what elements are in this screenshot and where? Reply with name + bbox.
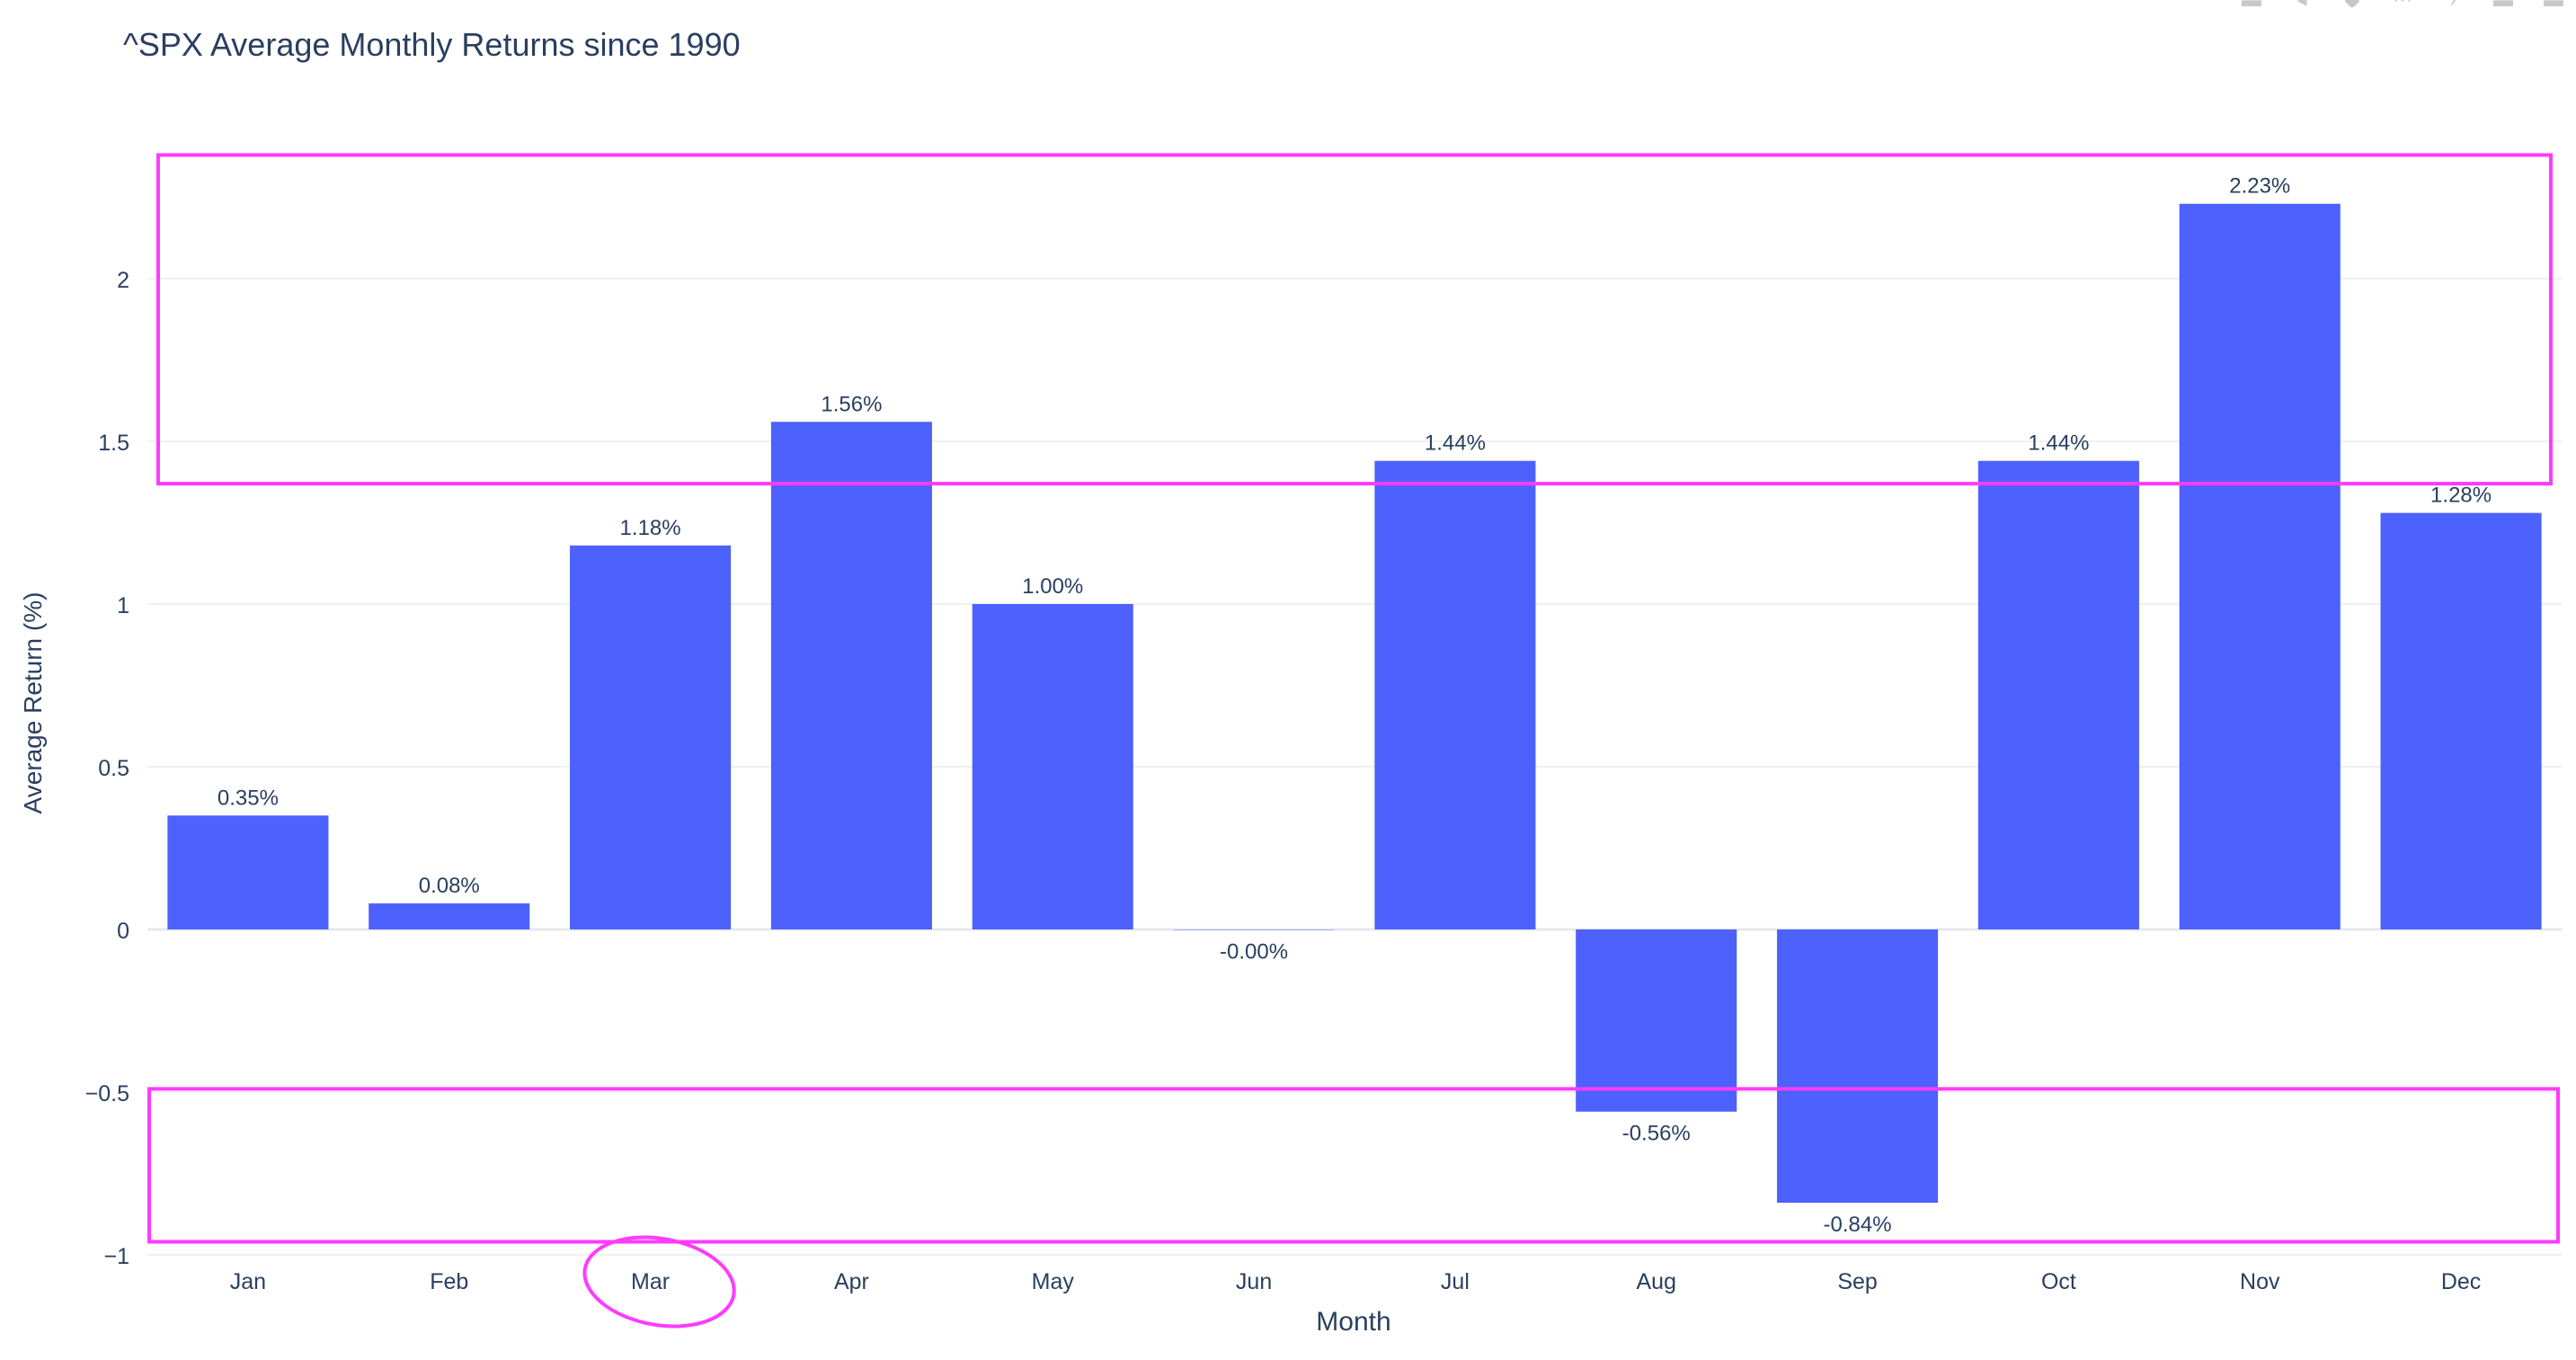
bar-feb[interactable] (369, 903, 529, 929)
bar-nov[interactable] (2180, 204, 2341, 929)
y-tick-label: −0.5 (85, 1081, 129, 1107)
bar-mar[interactable] (570, 546, 731, 929)
bar-value-label: 1.44% (1425, 431, 1486, 456)
bar-value-label: 1.18% (620, 516, 681, 540)
x-tick-label: Jun (1236, 1269, 1272, 1294)
y-tick-label: 2 (117, 268, 129, 293)
zoom-out-icon[interactable]: ▬ (2540, 0, 2567, 7)
camera-icon[interactable]: ▬ (2238, 0, 2265, 7)
bar-value-label: 0.08% (419, 874, 480, 898)
bar-jan[interactable] (167, 815, 328, 929)
x-tick-label: Apr (834, 1269, 869, 1294)
bar-data-labels: 0.35% 0.08% 1.18% 1.56% 1.00% -0.00% 1.44% -0.5… (218, 174, 2492, 1237)
bar-value-label: -0.84% (1824, 1213, 1892, 1237)
bar-value-label: 1.44% (2028, 431, 2089, 456)
y-tick-label: 0 (117, 919, 129, 944)
x-tick-label: Nov (2240, 1269, 2280, 1294)
x-tick-label: Sep (1837, 1269, 1877, 1294)
bar-value-label: -0.00% (1220, 939, 1288, 964)
y-tick-label: 1.5 (98, 431, 129, 456)
lasso-icon[interactable]: › (2439, 0, 2466, 7)
chart-title: ^SPX Average Monthly Returns since 1990 (123, 26, 741, 63)
zoom-in-icon[interactable]: ▬ (2490, 0, 2517, 7)
bar-aug[interactable] (1576, 929, 1737, 1112)
pan-icon[interactable]: ◆ (2339, 0, 2366, 7)
x-tick-label: May (1032, 1269, 1075, 1294)
bar-may[interactable] (973, 604, 1133, 929)
x-tick-label: Mar (631, 1269, 670, 1294)
y-tick-label: 0.5 (98, 756, 129, 781)
bar-oct[interactable] (1978, 461, 2139, 929)
bar-sep[interactable] (1777, 929, 1938, 1203)
bar-value-label: 0.35% (218, 786, 279, 810)
modebar: ▬ ◂ ◆ ⋯ › ▬ ▬ (2238, 0, 2567, 9)
x-tick-label: Oct (2041, 1269, 2076, 1294)
y-tick-label: −1 (103, 1244, 129, 1269)
bar-value-label: 1.00% (1022, 574, 1083, 599)
bar-value-label: -0.56% (1622, 1122, 1691, 1146)
x-tick-label: Jul (1441, 1269, 1470, 1294)
x-axis-title: Month (1316, 1307, 1390, 1337)
bar-dec[interactable] (2381, 513, 2542, 929)
x-tick-label: Jan (230, 1269, 266, 1294)
x-tick-label: Feb (430, 1269, 468, 1294)
y-axis-title: Average Return (%) (19, 592, 47, 814)
x-tick-label: Dec (2441, 1269, 2481, 1294)
select-icon[interactable]: ⋯ (2389, 0, 2416, 7)
bars[interactable] (167, 204, 2541, 1203)
y-tick-label: 1 (117, 593, 129, 618)
highlight-rectangle (149, 1089, 2558, 1241)
bar-value-label: 1.56% (821, 392, 882, 416)
bar-jul[interactable] (1374, 461, 1535, 929)
bar-value-label: 1.28% (2430, 484, 2492, 508)
bar-value-label: 2.23% (2229, 174, 2290, 199)
zoom-icon[interactable]: ◂ (2288, 0, 2315, 7)
x-tick-label: Aug (1637, 1269, 1676, 1294)
bar-apr[interactable] (771, 422, 932, 929)
